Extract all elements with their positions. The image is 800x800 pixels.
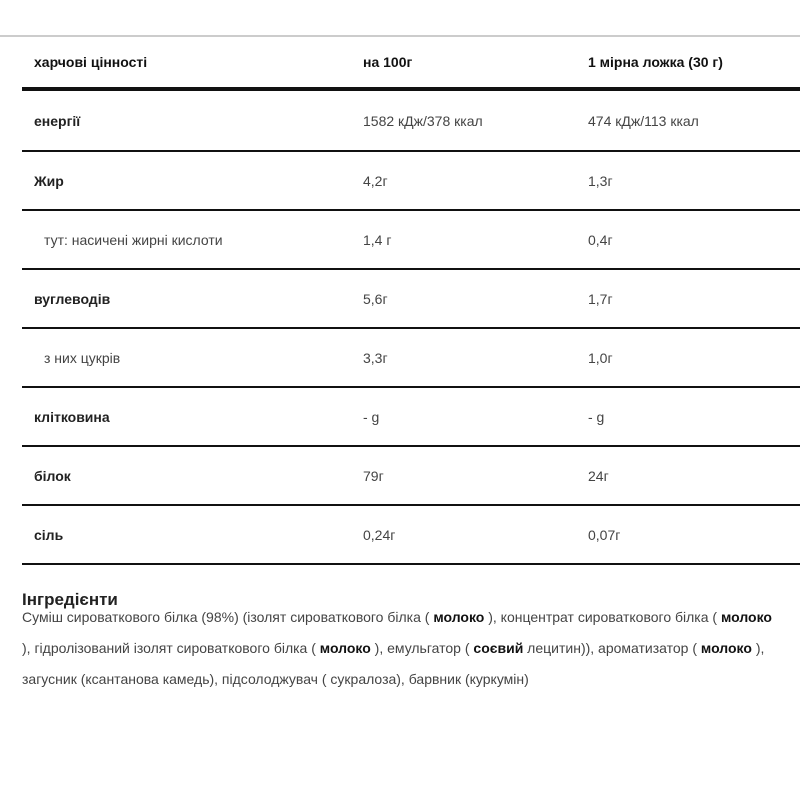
table-row: білок 79г 24г [22, 447, 800, 506]
header-nutrient: харчові цінності [34, 54, 148, 70]
ingredients-title: Інгредієнти [22, 590, 118, 609]
value-per-100g: 79г [363, 467, 384, 484]
nutrient-label: білок [34, 467, 71, 484]
nutrient-label: Жир [34, 172, 64, 189]
ingredients-part: ), концентрат сироваткового білка ( [484, 609, 721, 625]
nutrient-label: тут: насичені жирні кислоти [44, 231, 223, 248]
table-row: клітковина - g - g [22, 388, 800, 447]
table-row: енергії 1582 кДж/378 ккал 474 кДж/113 ккал [22, 91, 800, 152]
allergen: молоко [720, 609, 772, 625]
top-divider [0, 35, 800, 37]
value-per-scoop: 24г [588, 467, 609, 484]
nutrient-label: з них цукрів [44, 349, 121, 366]
nutrient-label: сіль [34, 526, 64, 543]
header-per-scoop: 1 мірна ложка (30 г) [588, 54, 723, 70]
ingredients-part: лецитин)), ароматизатор ( [523, 640, 701, 656]
ingredients-text: Суміш сироваткового білка (98%) (ізолят … [22, 602, 782, 695]
value-per-scoop: 1,7г [588, 290, 613, 307]
value-per-scoop: 1,0г [588, 349, 613, 366]
value-per-100g: 0,24г [363, 526, 396, 543]
value-per-100g: 1582 кДж/378 ккал [363, 112, 483, 129]
value-per-scoop: - g [588, 408, 605, 425]
nutrient-label: енергії [34, 112, 81, 129]
value-per-100g: 5,6г [363, 290, 388, 307]
table-row: Жир 4,2г 1,3г [22, 152, 800, 211]
value-per-scoop: 0,07г [588, 526, 621, 543]
table-row: з них цукрів 3,3г 1,0г [22, 329, 800, 388]
allergen: соєвий [473, 640, 524, 656]
value-per-100g: 1,4 г [363, 231, 392, 248]
nutrition-table: харчові цінності на 100г 1 мірна ложка (… [22, 37, 800, 565]
ingredients-part: ), гідролізований ізолят сироваткового б… [22, 640, 320, 656]
table-row: тут: насичені жирні кислоти 1,4 г 0,4г [22, 211, 800, 270]
allergen: молоко [433, 609, 485, 625]
header-per-100g: на 100г [363, 54, 413, 70]
value-per-100g: 4,2г [363, 172, 388, 189]
value-per-scoop: 474 кДж/113 ккал [588, 112, 699, 129]
ingredients-part: ), загусник (ксантанова камедь), підсоло… [22, 640, 765, 687]
allergen: молоко [319, 640, 371, 656]
value-per-scoop: 1,3г [588, 172, 613, 189]
table-row: сіль 0,24г 0,07г [22, 506, 800, 565]
table-row: вуглеводів 5,6г 1,7г [22, 270, 800, 329]
nutrient-label: вуглеводів [34, 290, 111, 307]
nutrient-label: клітковина [34, 408, 110, 425]
allergen: молоко [700, 640, 752, 656]
table-header: харчові цінності на 100г 1 мірна ложка (… [22, 37, 800, 91]
value-per-scoop: 0,4г [588, 231, 613, 248]
ingredients-part: Суміш сироваткового білка (98%) (ізолят … [22, 609, 434, 625]
value-per-100g: 3,3г [363, 349, 388, 366]
value-per-100g: - g [363, 408, 380, 425]
ingredients-part: ), емульгатор ( [370, 640, 474, 656]
